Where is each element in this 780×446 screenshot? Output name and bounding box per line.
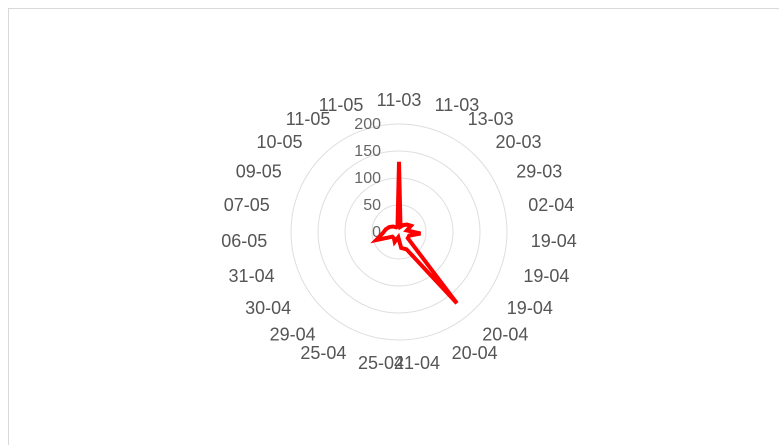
category-label: 29-04 — [270, 324, 316, 344]
category-label: 11-03 — [435, 95, 480, 115]
series-layer — [370, 161, 459, 305]
category-label: 20-04 — [482, 324, 528, 344]
category-label: 11-03 — [377, 90, 422, 110]
category-label: 20-03 — [496, 132, 542, 152]
grid-circle — [290, 123, 508, 341]
category-label: 25-04 — [358, 353, 404, 373]
radial-tick-labels: 0 50 100 150 200 — [354, 116, 381, 241]
category-label: 19-04 — [507, 298, 553, 318]
category-label: 30-04 — [245, 298, 291, 318]
series-line — [370, 161, 459, 305]
category-label: 13-03 — [468, 109, 514, 129]
category-label: 19-04 — [523, 266, 569, 286]
category-label: 31-04 — [229, 266, 275, 286]
radial-tick-label: 0 — [372, 224, 381, 241]
category-labels: 11-03 11-0313-0320-0329-0302-0419-0419-04… — [221, 90, 576, 373]
category-label: 06-05 — [221, 231, 267, 251]
category-label: 02-04 — [528, 195, 574, 215]
category-label: 09-05 — [236, 161, 282, 181]
radial-tick-label: 50 — [363, 197, 381, 214]
radial-tick-label: 150 — [354, 143, 381, 160]
category-label: 25-04 — [300, 343, 346, 363]
radial-tick-label: 100 — [354, 170, 381, 187]
category-label: 29-03 — [516, 161, 562, 181]
category-label: 19-04 — [531, 231, 577, 251]
category-label: 11-05 — [319, 95, 364, 115]
grid-circle — [317, 150, 481, 314]
category-label: 21-04 — [394, 353, 440, 373]
radar-grid — [290, 123, 508, 341]
category-label: 11-05 — [286, 109, 331, 129]
radial-tick-label: 200 — [354, 116, 381, 133]
category-label: 07-05 — [224, 195, 270, 215]
category-label: 10-05 — [256, 132, 302, 152]
category-label: 20-04 — [452, 343, 498, 363]
